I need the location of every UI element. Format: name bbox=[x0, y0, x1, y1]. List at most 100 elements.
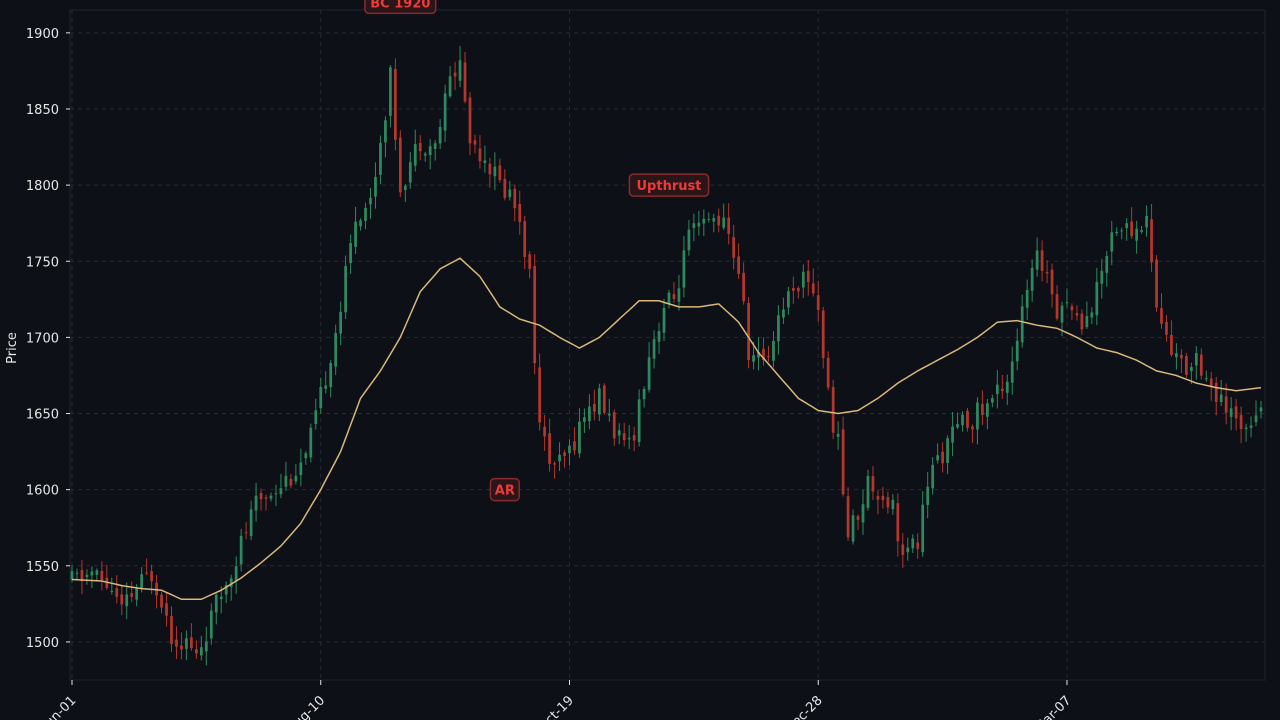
candle bbox=[617, 423, 621, 445]
candle-body bbox=[588, 406, 591, 422]
candle-body bbox=[971, 426, 974, 430]
candle-body bbox=[199, 647, 203, 656]
candle bbox=[85, 569, 89, 585]
candle-body bbox=[986, 403, 989, 417]
candle-body bbox=[453, 72, 457, 77]
candle bbox=[125, 582, 129, 619]
candle-body bbox=[1185, 356, 1188, 375]
candle-body bbox=[1070, 306, 1074, 311]
candle-body bbox=[777, 315, 780, 342]
candle-body bbox=[418, 142, 422, 152]
candle-body bbox=[667, 292, 671, 305]
candle-body bbox=[329, 363, 333, 388]
candle-body bbox=[831, 387, 835, 433]
candle bbox=[1065, 288, 1069, 308]
candle bbox=[1259, 400, 1263, 419]
candle-body bbox=[145, 572, 148, 574]
candle bbox=[921, 491, 925, 557]
candle-body bbox=[851, 515, 855, 542]
candle-body bbox=[961, 414, 964, 426]
candle-body bbox=[1105, 256, 1109, 273]
candle bbox=[463, 51, 467, 104]
candle-body bbox=[214, 594, 218, 613]
candle-body bbox=[1150, 219, 1153, 263]
candle bbox=[518, 190, 522, 235]
candle bbox=[1015, 328, 1019, 371]
candle bbox=[130, 581, 134, 603]
candle bbox=[175, 626, 178, 659]
candle-body bbox=[981, 403, 984, 416]
candle bbox=[513, 184, 517, 222]
candle-body bbox=[642, 388, 646, 400]
candle bbox=[841, 416, 845, 497]
candle-body bbox=[1224, 396, 1228, 413]
candle-body bbox=[573, 441, 576, 451]
candle-body bbox=[652, 339, 656, 359]
candle-body bbox=[911, 538, 915, 549]
candle bbox=[354, 206, 357, 255]
candle-body bbox=[583, 417, 586, 422]
candle bbox=[1045, 260, 1049, 284]
candle bbox=[752, 341, 755, 370]
candle-body bbox=[772, 340, 775, 361]
candle bbox=[229, 574, 233, 601]
candle-body bbox=[821, 310, 825, 359]
candle-body bbox=[717, 215, 721, 226]
candle-body bbox=[284, 475, 288, 487]
candle bbox=[1239, 406, 1243, 444]
candle-body bbox=[493, 166, 497, 177]
candle-body bbox=[1040, 250, 1044, 271]
candle bbox=[831, 379, 835, 440]
candle-body bbox=[170, 615, 173, 645]
candle bbox=[1070, 303, 1074, 320]
candle-body bbox=[712, 218, 716, 222]
candle bbox=[662, 298, 666, 342]
candle-body bbox=[428, 146, 432, 155]
candle bbox=[284, 461, 288, 491]
y-tick-label: 1650 bbox=[26, 408, 59, 423]
candle bbox=[682, 235, 686, 298]
candle bbox=[871, 466, 875, 501]
candle bbox=[528, 251, 532, 279]
candle bbox=[1130, 207, 1134, 239]
candle-body bbox=[135, 588, 139, 600]
candle-body bbox=[916, 542, 920, 549]
candle bbox=[777, 305, 780, 355]
candle-body bbox=[607, 413, 611, 416]
candle-body bbox=[891, 499, 895, 510]
moving-average-group bbox=[71, 257, 1262, 601]
candle bbox=[314, 398, 318, 430]
candle-body bbox=[483, 160, 487, 164]
candle-body bbox=[523, 221, 527, 258]
candle-body bbox=[344, 265, 347, 313]
candle-body bbox=[1214, 382, 1218, 402]
candle-body bbox=[602, 385, 606, 413]
candle bbox=[1040, 240, 1044, 282]
candle-body bbox=[528, 254, 532, 269]
candle bbox=[712, 213, 716, 233]
candle-body bbox=[617, 430, 621, 436]
candle bbox=[1120, 227, 1124, 240]
candle bbox=[747, 297, 750, 369]
candle bbox=[642, 386, 646, 408]
candle bbox=[732, 224, 736, 270]
candle bbox=[1100, 258, 1104, 299]
candle-body bbox=[543, 426, 546, 437]
candle bbox=[1244, 423, 1248, 442]
candle bbox=[951, 411, 954, 457]
candle bbox=[239, 528, 243, 572]
candle-body bbox=[478, 148, 482, 162]
candle-body bbox=[110, 590, 114, 592]
candle bbox=[538, 353, 542, 431]
candle bbox=[911, 534, 915, 553]
candle-body bbox=[791, 288, 795, 291]
candle bbox=[821, 306, 825, 369]
candle bbox=[1194, 345, 1198, 380]
candle bbox=[856, 514, 860, 531]
candle bbox=[389, 65, 392, 128]
candle bbox=[846, 487, 850, 541]
candle bbox=[1185, 352, 1188, 378]
candle-body bbox=[553, 463, 556, 465]
candle bbox=[1135, 220, 1138, 254]
candle-body bbox=[1095, 282, 1099, 316]
